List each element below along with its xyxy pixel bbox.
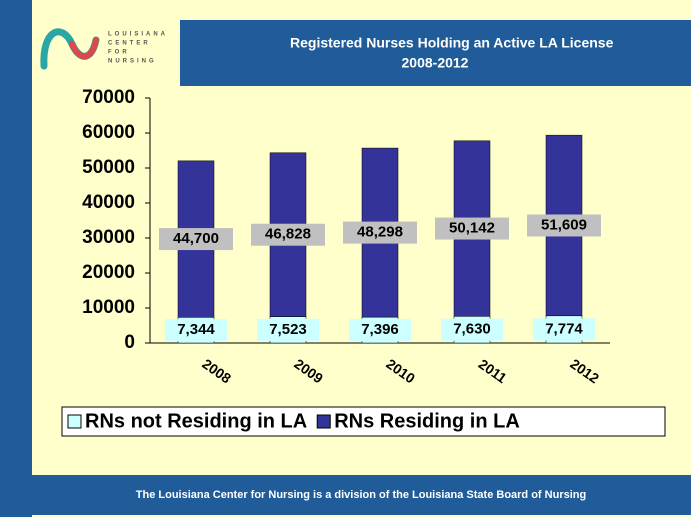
logo-mark — [40, 28, 100, 70]
data-label: 7,523 — [269, 321, 307, 338]
y-tick-label: 40000 — [82, 192, 135, 213]
data-label-box — [527, 214, 601, 237]
data-label: 7,774 — [545, 320, 583, 337]
footer-text: The Louisiana Center for Nursing is a di… — [136, 489, 586, 501]
chart-title: Registered Nurses Holding an Active LA L… — [290, 35, 614, 51]
legend-swatch — [316, 414, 331, 429]
y-tick-label: 20000 — [82, 262, 135, 283]
y-tick-label: 30000 — [82, 227, 135, 248]
data-label-box — [441, 318, 503, 341]
left-strip — [0, 0, 32, 517]
data-label: 51,609 — [541, 216, 587, 233]
data-label-box — [533, 318, 595, 341]
logo-text: FOR — [108, 50, 130, 56]
legend-swatch — [67, 414, 82, 429]
legend-label: RNs Residing in LA — [334, 410, 520, 432]
footer-band — [32, 475, 691, 515]
y-tick-label: 10000 — [82, 297, 135, 318]
logo-text: CENTER — [108, 41, 151, 47]
data-label: 50,142 — [449, 220, 495, 237]
y-tick-label: 0 — [124, 332, 135, 353]
data-label: 7,396 — [361, 321, 399, 338]
data-label-box — [343, 221, 417, 244]
y-tick-label: 50000 — [82, 157, 135, 178]
data-label: 48,298 — [357, 224, 403, 241]
data-label: 7,344 — [177, 321, 215, 338]
data-label-box — [159, 228, 233, 251]
legend-box — [61, 406, 666, 437]
legend-label: RNs not Residing in LA — [85, 410, 307, 432]
data-label: 44,700 — [173, 230, 219, 247]
logo-text: LOUISIANA — [108, 32, 168, 38]
data-label-box — [349, 319, 411, 342]
header-band — [180, 20, 691, 86]
y-tick-label: 70000 — [82, 87, 135, 108]
data-label: 46,828 — [265, 226, 311, 243]
y-tick-label: 60000 — [82, 122, 135, 143]
data-label-box — [435, 217, 509, 240]
chart-subtitle: 2008-2012 — [402, 55, 469, 71]
data-label-box — [251, 223, 325, 246]
data-label-box — [257, 318, 319, 341]
data-label: 7,630 — [453, 321, 491, 338]
logo-text: NURSING — [108, 59, 157, 65]
data-label-box — [165, 319, 227, 342]
logo-arc-red — [69, 37, 99, 60]
